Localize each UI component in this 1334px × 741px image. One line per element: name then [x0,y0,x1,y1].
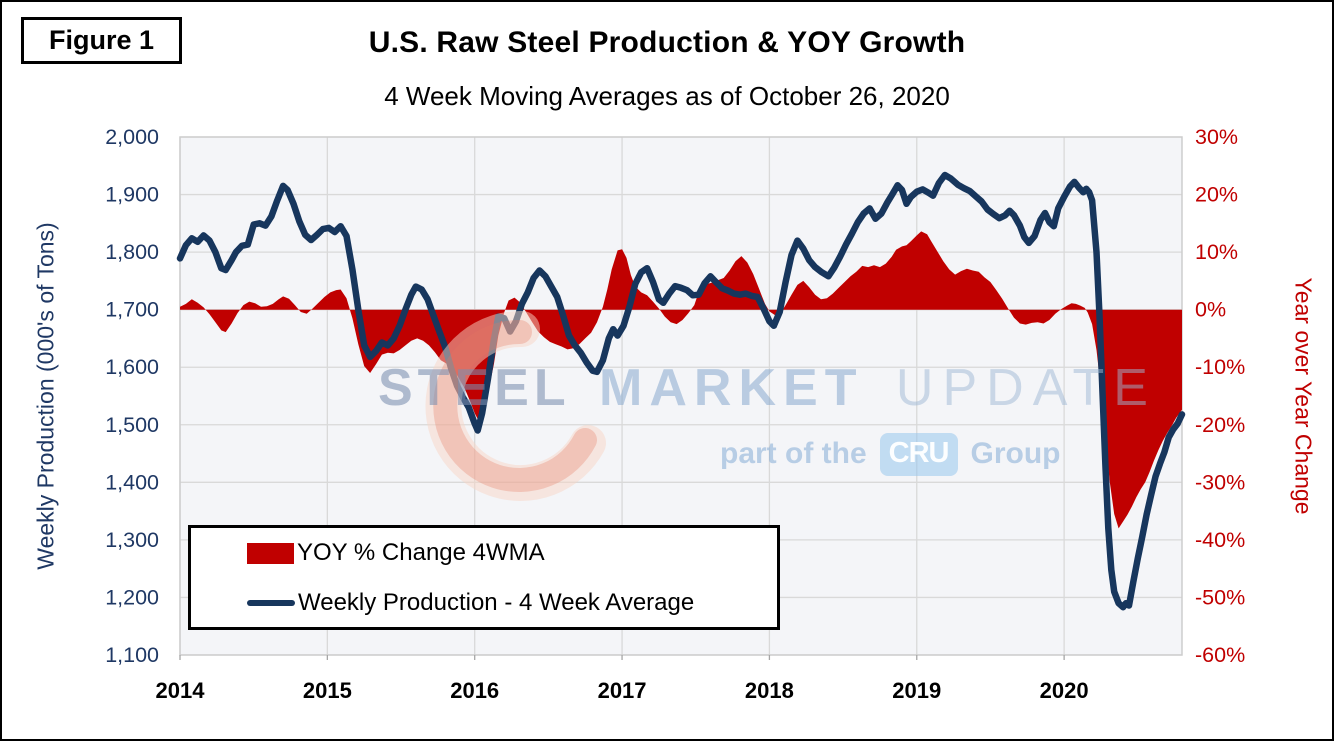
left-axis-tick-label: 2,000 [105,125,159,149]
chart-subtitle: 4 Week Moving Averages as of October 26,… [384,81,950,111]
left-axis-tick-label: 1,600 [105,355,159,379]
chart-legend: YOY % Change 4WMA Weekly Production - 4 … [188,525,780,630]
left-axis-tick-label: 1,700 [105,298,159,322]
chart-title: U.S. Raw Steel Production & YOY Growth [368,26,966,59]
production-line-swatch-icon [247,600,295,606]
x-axis-tick-label: 2017 [598,678,647,703]
legend-item-yoy: YOY % Change 4WMA [191,528,777,578]
yoy-area-swatch-icon [247,542,294,564]
x-axis-tick-label: 2020 [1040,678,1089,703]
right-axis-tick-label: -30% [1195,470,1245,494]
right-axis-tick-label: 0% [1195,298,1226,322]
right-axis-tick-label: 30% [1195,125,1238,149]
right-axis-title: Year over Year Change [1290,277,1317,515]
right-axis-tick-label: -40% [1195,528,1245,552]
x-axis-tick-label: 2019 [892,678,941,703]
left-axis-tick-label: 1,200 [105,585,159,609]
legend-label-production: Weekly Production - 4 Week Average [298,589,695,616]
right-axis-tick-label: 20% [1195,183,1238,207]
left-axis-tick-label: 1,100 [105,643,159,667]
legend-item-production: Weekly Production - 4 Week Average [191,578,777,628]
x-axis-tick-label: 2016 [450,678,499,703]
left-axis-title: Weekly Production (000's of Tons) [32,222,59,570]
left-axis-tick-label: 1,800 [105,240,159,264]
right-axis-tick-label: 10% [1195,240,1238,264]
left-axis-tick-label: 1,300 [105,528,159,552]
production-line-series [176,171,1186,611]
left-axis-tick-label: 1,400 [105,470,159,494]
yoy-area-series [180,231,1182,529]
left-axis-tick-label: 1,500 [105,413,159,437]
right-axis-tick-label: -50% [1195,585,1245,609]
right-axis-tick-label: -20% [1195,413,1245,437]
right-axis-tick-label: -60% [1195,643,1245,667]
figure-label: Figure 1 [21,17,183,64]
legend-label-yoy: YOY % Change 4WMA [297,539,545,566]
left-axis-tick-label: 1,900 [105,183,159,207]
x-axis-tick-label: 2018 [745,678,794,703]
x-axis-tick-label: 2014 [156,678,206,703]
x-axis-tick-label: 2015 [303,678,352,703]
right-axis-tick-label: -10% [1195,355,1245,379]
